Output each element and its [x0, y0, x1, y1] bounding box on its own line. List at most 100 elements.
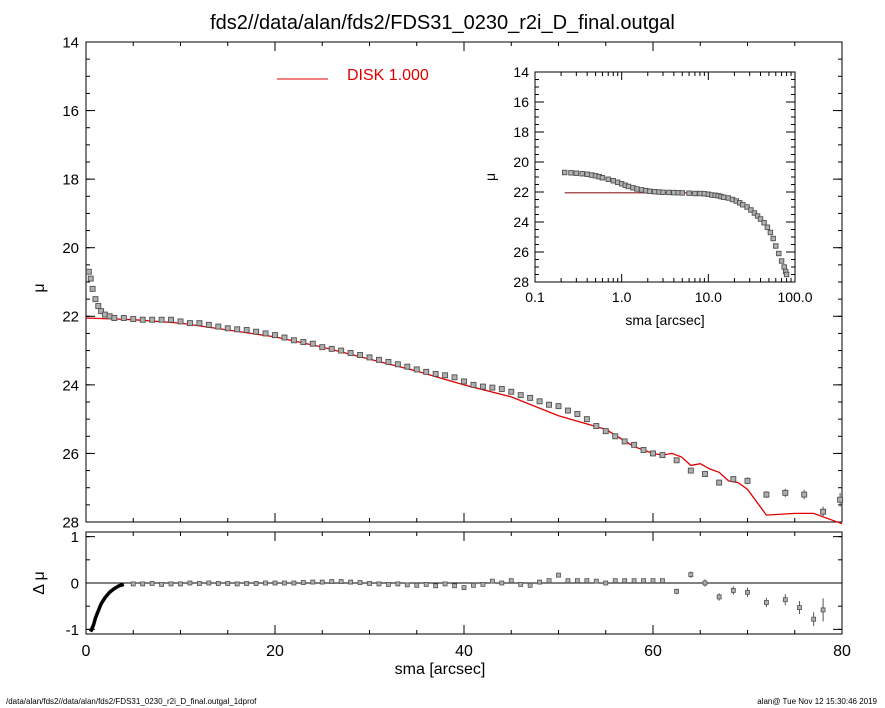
res-data-point: [452, 583, 457, 589]
main-ytick-label: 26: [62, 446, 79, 463]
res-data-point: [674, 588, 680, 594]
main-ylabel: μ: [31, 283, 48, 292]
res-data-point: [168, 581, 174, 587]
inset-data-point: [748, 207, 754, 213]
main-data-point: [101, 311, 108, 318]
res-data-point: [433, 583, 439, 589]
res-data-point: [225, 581, 231, 586]
main-data-point: [602, 428, 609, 435]
res-xtick-label: 0: [82, 643, 91, 660]
inset-data-point: [599, 175, 606, 181]
res-data-point: [764, 600, 769, 605]
res-inner-curve: [89, 582, 125, 633]
inset-data-point: [660, 189, 666, 196]
res-xtick-label: 40: [455, 643, 473, 660]
main-data-point: [730, 476, 737, 483]
main-data-point: [820, 508, 827, 515]
res-data-point: [253, 581, 259, 586]
res-data-point: [272, 580, 278, 586]
res-ytick-label: 0: [71, 575, 79, 592]
res-data-point: [660, 578, 665, 584]
res-data-point: [234, 581, 240, 587]
inset-data-point: [770, 235, 776, 242]
main-data-point: [224, 325, 231, 332]
main-data-point: [517, 392, 524, 399]
main-data-point: [111, 315, 118, 321]
main-data-point: [177, 318, 184, 325]
res-data-point: [603, 580, 609, 586]
main-data-point: [205, 321, 212, 328]
inset-xtick-label: 1.0: [612, 289, 632, 305]
main-data-point: [650, 450, 656, 457]
res-data-point: [730, 588, 736, 593]
main-data-point: [801, 491, 808, 498]
inset-data-point: [767, 229, 774, 236]
res-data-point: [702, 580, 708, 586]
res-xlabel: sma [arcsec]: [395, 661, 486, 678]
main-data-point: [404, 363, 411, 370]
res-data-point: [518, 581, 524, 587]
inset-data-point: [651, 188, 658, 195]
res-data-point: [367, 581, 372, 586]
res-data-point: [546, 578, 552, 584]
res-data-point: [159, 581, 165, 587]
main-data-point: [347, 350, 354, 356]
inset-data-point: [720, 194, 727, 200]
main-data-point: [673, 457, 680, 464]
inset-panel: 14 16 18 20 22 24 26 280.1 1.0 10.0 100.0 sma [arcs…: [482, 64, 813, 328]
res-data-point: [527, 582, 533, 588]
inset-data-point: [646, 188, 653, 194]
inset-ytick-label: 18: [513, 124, 529, 140]
res-data-point: [820, 607, 826, 613]
res-data-point: [499, 580, 505, 586]
main-data-point: [309, 340, 316, 347]
inset-ytick-label: 22: [513, 184, 529, 200]
inset-ytick-label: 28: [513, 274, 529, 290]
main-data-point: [536, 398, 543, 405]
main-data-point: [168, 316, 175, 323]
main-data-point: [186, 320, 193, 327]
main-data-point: [366, 354, 373, 361]
inset-data-point: [561, 169, 568, 176]
main-data-point: [498, 386, 505, 392]
main-data-point: [85, 268, 92, 275]
res-data-point: [471, 582, 476, 588]
main-data-point: [574, 411, 581, 417]
main-data-point: [555, 403, 562, 410]
main-ytick-label: 28: [62, 514, 79, 531]
main-data-point: [95, 303, 102, 309]
main-ytick-label: 14: [62, 34, 79, 51]
main-data-point: [593, 423, 600, 429]
inset-data-point: [778, 258, 785, 264]
main-data-point: [253, 328, 260, 335]
main-data-point: [290, 337, 297, 344]
inset-data-point: [697, 190, 703, 197]
main-ytick-label: 22: [62, 309, 79, 326]
main-data-point: [120, 315, 127, 321]
res-data-point: [310, 579, 316, 585]
main-data-point: [281, 334, 288, 341]
main-data-point: [413, 366, 420, 373]
res-data-point: [797, 605, 802, 610]
res-data-point: [357, 580, 363, 585]
main-data-point: [631, 441, 638, 448]
inset-data-point: [666, 189, 672, 196]
res-ytick-label: 1: [71, 529, 79, 546]
main-data-point: [479, 383, 486, 390]
main-data-point: [508, 388, 515, 395]
res-data-point: [556, 572, 561, 578]
res-data-point: [130, 581, 136, 587]
res-data-point: [593, 578, 599, 584]
inset-data-point: [634, 186, 640, 192]
res-data-point: [688, 572, 694, 578]
inset-xtick-label: 10.0: [695, 289, 722, 305]
main-data-point: [385, 358, 392, 365]
res-data-point: [291, 580, 297, 586]
res-data-point: [442, 581, 448, 587]
inset-data-point: [764, 224, 771, 230]
inset-data-point: [605, 176, 611, 182]
main-ytick-label: 20: [62, 240, 79, 257]
main-data-point: [470, 381, 477, 388]
main-data-point: [837, 496, 844, 503]
